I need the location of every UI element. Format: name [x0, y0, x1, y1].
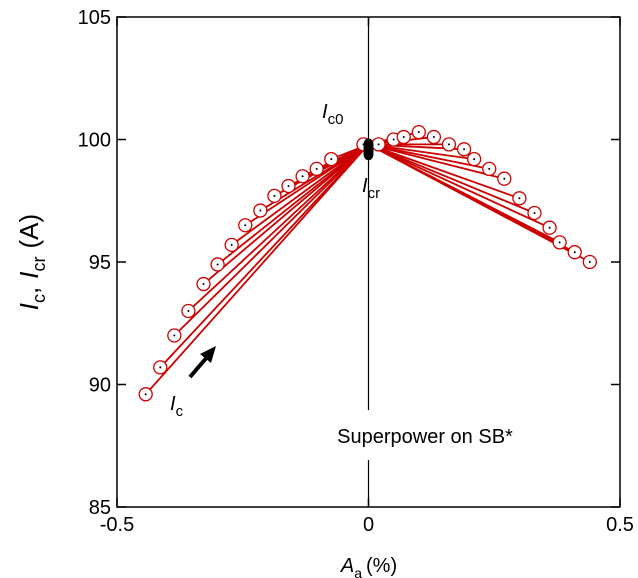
ic-point-dot [548, 226, 551, 229]
x-label-main: A [340, 555, 354, 577]
annotation-main: I [170, 393, 176, 415]
x-tick-label: -0.5 [100, 514, 134, 536]
y-label-sub: cr [29, 256, 49, 271]
y-label-sep: , [14, 287, 44, 294]
ic-point-dot [463, 148, 466, 151]
annotation: Ic0 [322, 101, 343, 128]
connector-line [368, 143, 505, 180]
connector-line [144, 143, 370, 395]
ic-point-dot [392, 138, 395, 141]
ic-point-dot [259, 209, 262, 212]
annotation: Ic [170, 393, 184, 420]
ic-point-dot [216, 263, 219, 266]
ic-point-dot [432, 136, 435, 139]
y-tick-label: 90 [89, 375, 111, 397]
x-axis-label: Aa (%) [340, 555, 397, 578]
connector-line [187, 143, 370, 312]
ic-point-dot [315, 167, 318, 170]
y-label-main: I [14, 271, 44, 278]
x-label-sub: a [354, 565, 362, 578]
y-axis-label: Ic, Icr (A) [14, 214, 49, 310]
ic-point-dot [159, 366, 162, 369]
annotation: Superpower on SB* [337, 426, 513, 448]
ic-point-dot [533, 212, 536, 214]
ic-point-dot [287, 185, 290, 188]
y-tick-label: 105 [78, 7, 111, 29]
ic-point-dot [518, 197, 521, 200]
arrow-shaft [188, 354, 210, 379]
y-tick-label: 100 [78, 130, 111, 152]
y-tick-label: 85 [89, 497, 111, 519]
annotation-sub: c0 [328, 111, 344, 128]
x-label-unit: (%) [366, 555, 397, 577]
connector-line [368, 143, 535, 214]
ic-point-dot [244, 224, 247, 227]
ic-point-dot [417, 131, 420, 134]
ic-point-dot [573, 251, 576, 254]
ic-point-dot [473, 158, 476, 161]
icr-point [363, 148, 374, 161]
connector-line [368, 143, 520, 200]
annotation-main: I [322, 101, 328, 123]
arrow-head [200, 346, 216, 363]
y-label-unit: (A) [14, 214, 44, 249]
ic-point-dot [273, 194, 276, 197]
ic-point-dot [330, 158, 333, 161]
connector-line [202, 143, 370, 285]
ic-point-dot [558, 241, 561, 244]
annotation-main: I [362, 175, 368, 197]
annotation-sub: cr [368, 185, 381, 202]
connector-line [368, 143, 475, 160]
connector-line [231, 143, 370, 246]
y-label-main: I [14, 303, 44, 310]
ic-point-dot [588, 261, 591, 263]
ic-point-dot [202, 283, 205, 286]
ic-point-dot [144, 393, 147, 396]
ic-point-dot [447, 143, 450, 146]
connector-line [173, 143, 370, 337]
connector-line [159, 143, 370, 368]
connector-line [368, 143, 490, 170]
connector-line [217, 143, 370, 266]
annotation-sub: c [176, 403, 184, 420]
ic-point-dot [187, 310, 190, 312]
annotation: Icr [362, 175, 380, 202]
y-tick-label: 95 [89, 252, 111, 274]
ic-point-dot [230, 243, 233, 246]
x-tick-label: 0 [363, 514, 374, 536]
y-label-sub: c [29, 294, 49, 303]
ic-point-dot [173, 334, 176, 337]
ic-point-dot [488, 167, 491, 170]
x-tick-label: 0.5 [606, 514, 634, 536]
ic-point-dot [301, 175, 304, 178]
ic-point-dot [503, 177, 506, 180]
ic-point-dot [402, 136, 405, 139]
connector-line [368, 143, 550, 229]
ic-point-dot [377, 143, 380, 146]
